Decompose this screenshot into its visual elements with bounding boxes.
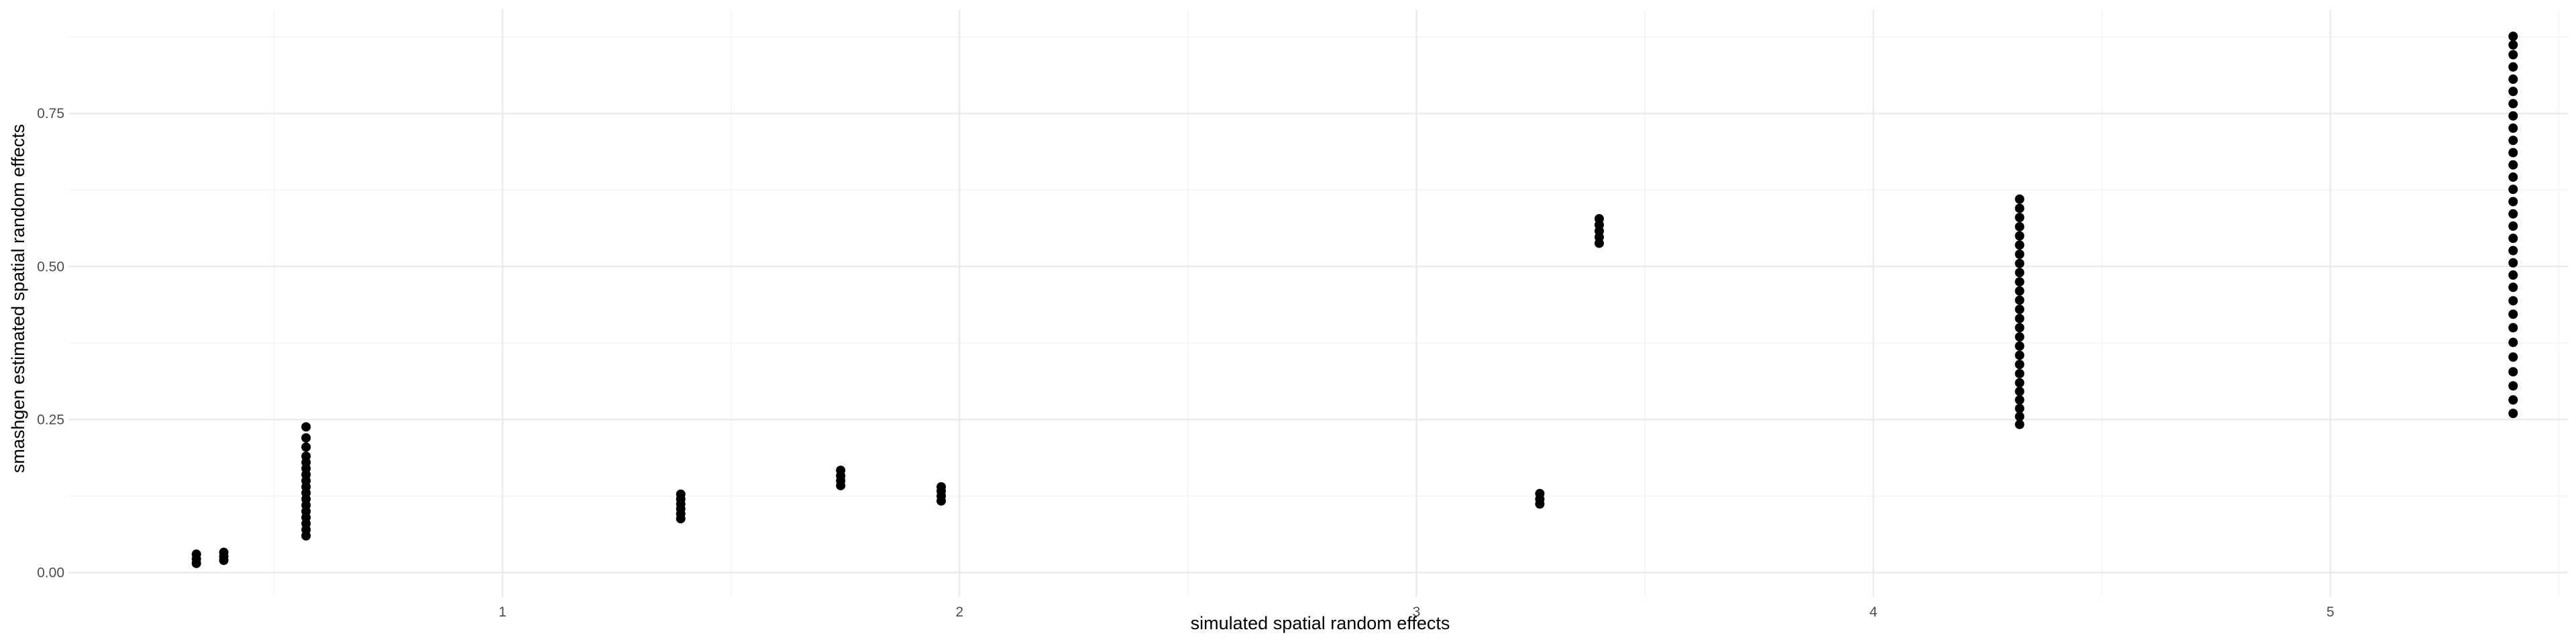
data-point bbox=[2015, 323, 2025, 333]
data-point bbox=[2015, 368, 2025, 378]
y-tick-label: 0.00 bbox=[37, 566, 64, 581]
data-point bbox=[219, 547, 229, 557]
data-point bbox=[301, 442, 311, 452]
data-point bbox=[2508, 221, 2518, 231]
data-point bbox=[2015, 378, 2025, 388]
data-point bbox=[2015, 277, 2025, 287]
data-point bbox=[1535, 488, 1545, 498]
data-point bbox=[2015, 286, 2025, 296]
data-point bbox=[2508, 270, 2518, 280]
data-point bbox=[2015, 250, 2025, 259]
x-axis-tick-labels: 1 2 3 4 5 bbox=[498, 604, 2334, 620]
x-tick-label: 5 bbox=[2326, 604, 2334, 620]
data-point bbox=[2508, 409, 2518, 419]
data-point bbox=[2508, 352, 2518, 362]
x-tick-label: 2 bbox=[955, 604, 963, 620]
data-point bbox=[2015, 231, 2025, 241]
data-point bbox=[1594, 214, 1604, 224]
data-point bbox=[2015, 258, 2025, 268]
data-point bbox=[2508, 62, 2518, 72]
data-point bbox=[2508, 160, 2518, 170]
y-axis-title: smashgen estimated spatial random effect… bbox=[8, 124, 28, 473]
x-axis-title: simulated spatial random effects bbox=[1191, 613, 1450, 633]
data-point bbox=[2508, 87, 2518, 97]
data-point bbox=[191, 549, 201, 559]
data-point bbox=[2508, 323, 2518, 333]
data-point bbox=[2015, 213, 2025, 223]
major-gridlines bbox=[68, 9, 2568, 597]
data-point bbox=[2508, 395, 2518, 405]
data-point bbox=[2015, 268, 2025, 278]
data-point bbox=[2015, 419, 2025, 429]
data-point bbox=[2508, 32, 2518, 42]
data-point bbox=[2508, 296, 2518, 306]
data-point bbox=[2508, 172, 2518, 182]
data-point bbox=[676, 489, 686, 499]
data-point bbox=[2508, 309, 2518, 319]
data-point bbox=[2508, 337, 2518, 347]
data-point bbox=[2508, 246, 2518, 256]
data-point bbox=[2508, 381, 2518, 391]
data-point bbox=[2015, 221, 2025, 231]
data-point bbox=[2508, 74, 2518, 85]
data-point bbox=[2508, 233, 2518, 244]
data-point bbox=[301, 433, 311, 443]
data-point bbox=[2015, 194, 2025, 204]
data-point bbox=[2508, 258, 2518, 268]
data-point bbox=[836, 466, 846, 476]
y-tick-label: 0.50 bbox=[37, 259, 64, 274]
y-tick-label: 0.25 bbox=[37, 412, 64, 427]
data-point bbox=[2015, 386, 2025, 396]
data-point bbox=[2508, 111, 2518, 121]
data-point bbox=[2015, 360, 2025, 370]
data-point bbox=[2015, 295, 2025, 305]
data-point bbox=[2508, 197, 2518, 207]
data-point bbox=[2015, 411, 2025, 421]
data-point bbox=[2508, 40, 2518, 50]
data-point bbox=[2508, 123, 2518, 133]
x-tick-label: 1 bbox=[498, 604, 506, 620]
data-point bbox=[2508, 367, 2518, 377]
data-point bbox=[301, 451, 311, 462]
y-tick-label: 0.75 bbox=[37, 106, 64, 121]
data-point bbox=[2015, 341, 2025, 351]
data-point bbox=[2508, 184, 2518, 195]
x-tick-label: 4 bbox=[1870, 604, 1878, 620]
minor-gridlines bbox=[68, 9, 2568, 597]
data-point bbox=[2015, 203, 2025, 213]
data-point bbox=[2015, 240, 2025, 250]
data-point bbox=[2508, 148, 2518, 158]
data-point bbox=[2015, 350, 2025, 360]
data-point bbox=[2508, 99, 2518, 109]
data-point bbox=[2508, 136, 2518, 146]
data-point bbox=[2508, 282, 2518, 292]
data-point bbox=[2015, 332, 2025, 342]
data-point bbox=[2508, 209, 2518, 219]
data-point bbox=[936, 482, 947, 492]
data-point bbox=[2015, 305, 2025, 315]
data-point bbox=[2508, 50, 2518, 60]
data-points bbox=[191, 32, 2518, 568]
x-tick-label: 3 bbox=[1413, 604, 1421, 620]
y-axis-tick-labels: 0.00 0.25 0.50 0.75 bbox=[37, 106, 64, 580]
data-point bbox=[301, 422, 311, 432]
data-point bbox=[2015, 403, 2025, 413]
data-point bbox=[2015, 395, 2025, 405]
data-point bbox=[2015, 313, 2025, 323]
